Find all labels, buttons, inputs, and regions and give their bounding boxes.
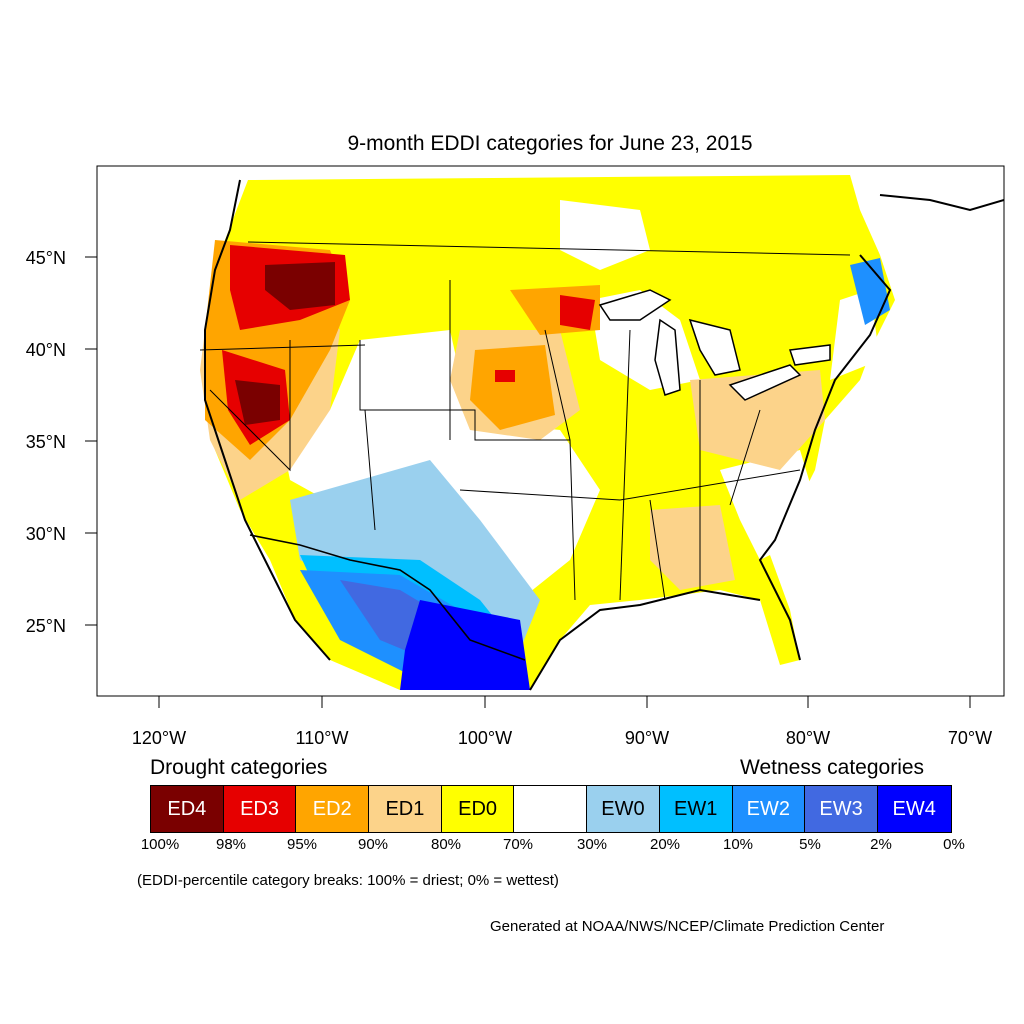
legend-box-ew3: EW3 bbox=[805, 786, 878, 832]
lon-label: 70°W bbox=[948, 728, 992, 748]
legend-box-ed2: ED2 bbox=[296, 786, 370, 832]
legend-box-ew2: EW2 bbox=[732, 786, 806, 832]
state-borders bbox=[199, 241, 851, 601]
legend-break: 98% bbox=[215, 836, 247, 853]
legend-break: 20% bbox=[649, 836, 681, 853]
legend-box-label: EW3 bbox=[819, 797, 863, 820]
great-lakes bbox=[598, 289, 831, 401]
legend-box-ed1: ED1 bbox=[369, 786, 442, 832]
legend-break: 2% bbox=[870, 836, 892, 853]
neutral-area-southeast bbox=[720, 450, 815, 560]
lat-label: 40°N bbox=[26, 340, 66, 360]
legend-box-ed4: ED4 bbox=[151, 786, 224, 832]
legend-box-label: ED4 bbox=[167, 797, 207, 820]
legend-break: 90% bbox=[357, 836, 389, 853]
legend-box-ed3: ED3 bbox=[223, 786, 297, 832]
legend-breaks: 100% 98% 95% 90% 80% 70% 30% 20% 10% 5% … bbox=[0, 836, 1024, 856]
eddi-map: 45°N 40°N 35°N 30°N 25°N 120°W 110°W 100… bbox=[26, 165, 1005, 748]
ed1-area-south bbox=[650, 505, 735, 590]
legend-box-label: ED1 bbox=[385, 797, 425, 820]
lon-label: 110°W bbox=[296, 728, 349, 748]
ed3-area-nebraska bbox=[495, 370, 515, 382]
legend-box-label: EW4 bbox=[892, 797, 936, 820]
legend-break: 0% bbox=[943, 836, 965, 853]
map-title: 9-month EDDI categories for June 23, 201… bbox=[347, 132, 753, 155]
legend-box-label: EW0 bbox=[601, 797, 645, 820]
us-mexico-border bbox=[249, 534, 526, 661]
legend-box-label: EW1 bbox=[673, 797, 718, 820]
legend-box-label: ED3 bbox=[240, 797, 279, 820]
coastlines bbox=[204, 179, 1004, 691]
drought-heading: Drought categories bbox=[150, 756, 328, 779]
lon-label: 90°W bbox=[625, 728, 669, 748]
legend-box-ew0: EW0 bbox=[587, 786, 660, 832]
legend-break: 100% bbox=[140, 836, 180, 853]
credit-line: Generated at NOAA/NWS/NCEP/Climate Predi… bbox=[490, 918, 885, 935]
legend-break: 80% bbox=[430, 836, 462, 853]
ew-area-maine bbox=[850, 258, 890, 325]
wetness-heading: Wetness categories bbox=[740, 756, 925, 779]
legend-box-neutral bbox=[514, 786, 588, 832]
legend-box-ed0: ED0 bbox=[441, 786, 515, 832]
legend-box-label: ED2 bbox=[312, 797, 352, 820]
legend-box-ew1: EW1 bbox=[659, 786, 733, 832]
lat-axis: 45°N 40°N 35°N 30°N 25°N bbox=[26, 248, 97, 636]
legend-box-label: ED0 bbox=[458, 797, 498, 820]
lon-axis: 120°W 110°W 100°W 90°W 80°W 70°W bbox=[132, 696, 992, 748]
legend-break: 5% bbox=[799, 836, 821, 853]
lat-label: 25°N bbox=[26, 616, 66, 636]
legend-break: 30% bbox=[576, 836, 608, 853]
lat-label: 45°N bbox=[26, 248, 66, 268]
legend-break: 95% bbox=[286, 836, 318, 853]
legend-break: 10% bbox=[722, 836, 754, 853]
ew4-area bbox=[400, 600, 530, 690]
lat-label: 30°N bbox=[26, 524, 66, 544]
legend-box-ew4: EW4 bbox=[877, 786, 951, 832]
map-frame bbox=[96, 165, 1005, 697]
lon-label: 120°W bbox=[132, 728, 186, 748]
lat-label: 35°N bbox=[26, 432, 66, 452]
category-note: (EDDI-percentile category breaks: 100% =… bbox=[137, 872, 559, 889]
neutral-area-canada bbox=[560, 200, 650, 270]
lon-label: 100°W bbox=[458, 728, 512, 748]
ed4-area-idaho bbox=[265, 262, 335, 310]
legend-box-label: EW2 bbox=[746, 797, 791, 820]
legend-break: 70% bbox=[502, 836, 534, 853]
ed3-area-minnesota bbox=[560, 295, 595, 330]
ed1-area-ohio bbox=[690, 370, 825, 470]
lon-label: 80°W bbox=[786, 728, 830, 748]
ed4-area-nevada bbox=[235, 380, 280, 425]
ed2-area-plains bbox=[470, 345, 555, 430]
legend-colorbar: ED4 ED3 ED2 ED1 ED0 EW0 EW1 EW2 EW3 EW4 bbox=[150, 785, 952, 833]
